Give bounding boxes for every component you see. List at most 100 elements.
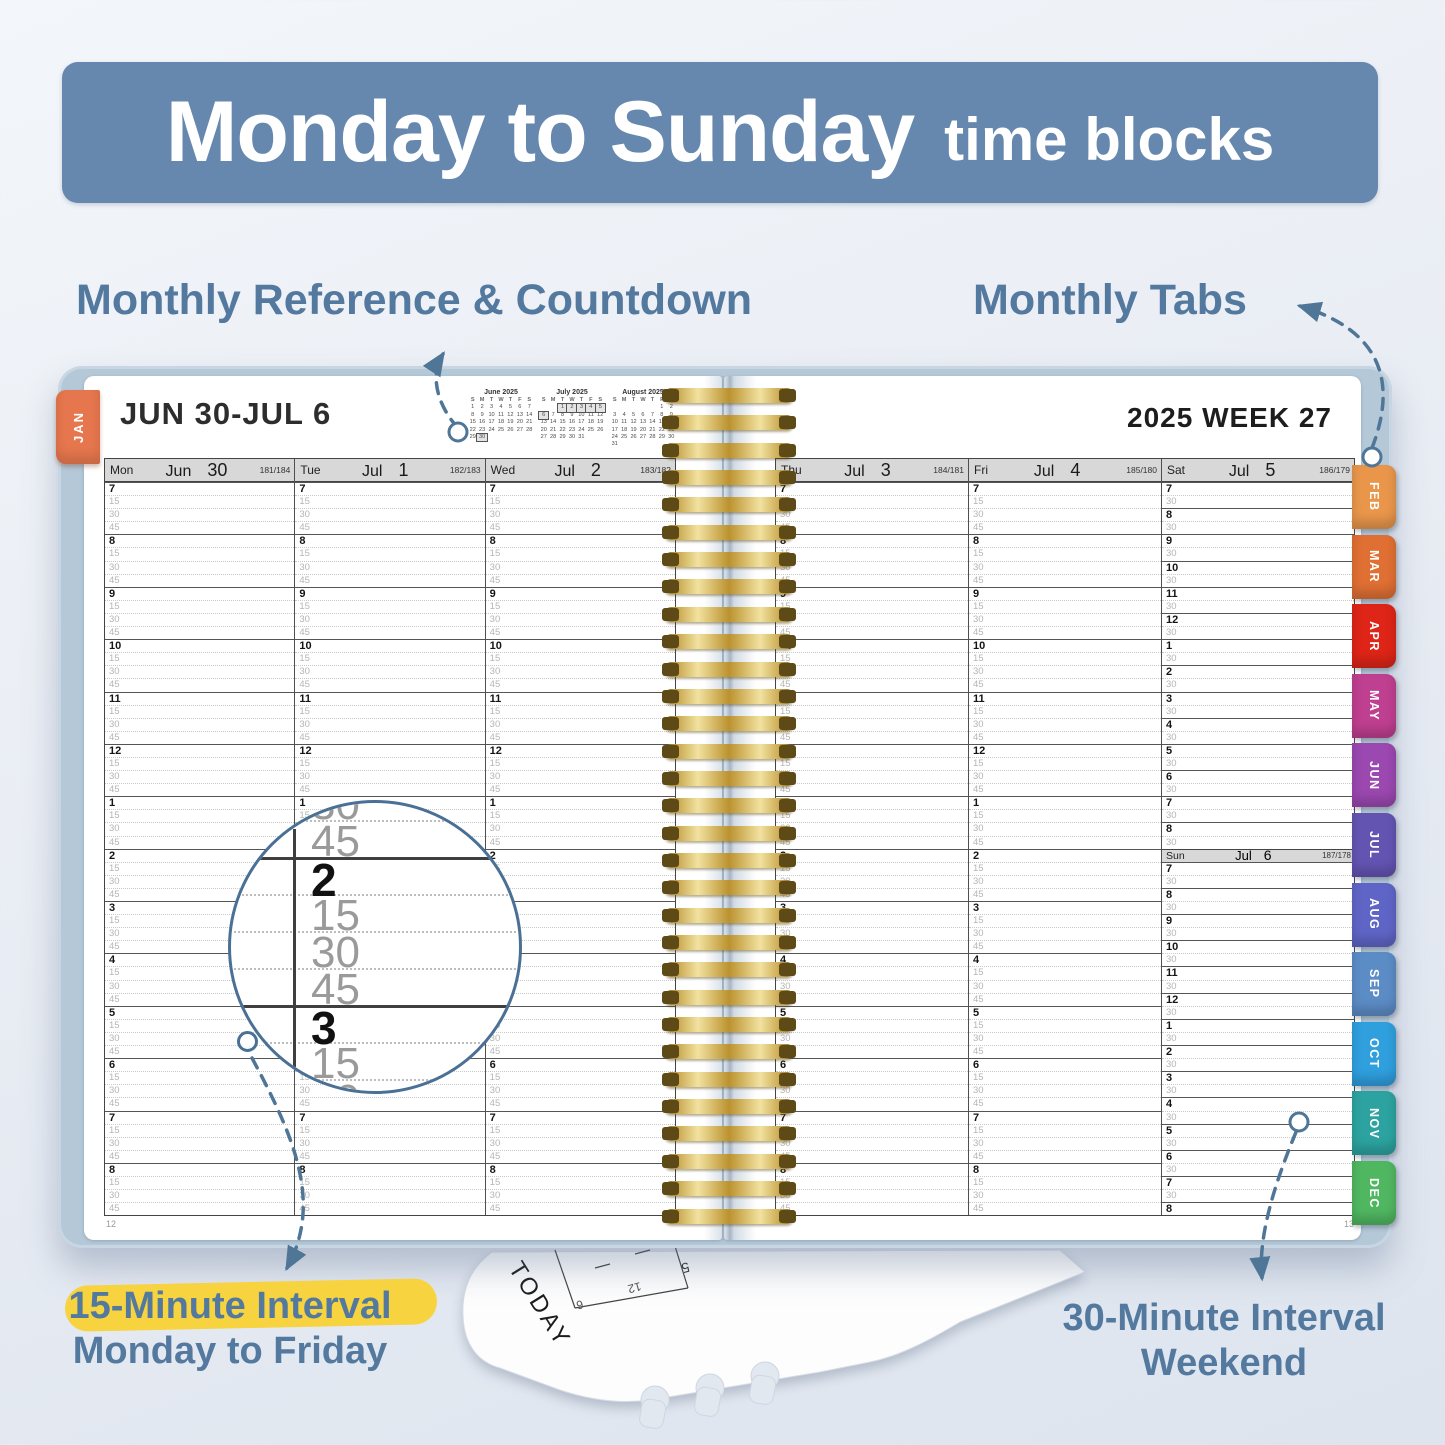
mc-day: 15 <box>657 419 666 426</box>
mc-day: 2 <box>669 404 673 411</box>
mc-day: 19 <box>630 426 637 433</box>
spiral-coil <box>662 388 796 403</box>
interval-row: 15 <box>105 966 295 979</box>
hour-row: 8 <box>105 1162 295 1176</box>
magnified-interval-row: 45 <box>231 820 519 864</box>
day-column-header-thu: Thu Jul 3 184/181 <box>776 459 968 482</box>
abbr: Tue <box>300 463 321 477</box>
interval-row: 15 <box>105 1123 295 1137</box>
dow: S <box>598 397 603 403</box>
interval-row: 15 <box>776 1018 968 1032</box>
hour-row: 9 <box>1162 914 1354 927</box>
spiral-coil <box>662 716 796 732</box>
mc-day: 31 <box>578 434 585 441</box>
interval-row: 30 <box>969 665 1161 678</box>
interval-row: 45 <box>969 1097 1161 1110</box>
interval-row: 30 <box>295 560 485 574</box>
interval-row: 15 <box>776 966 968 979</box>
interval-row: 15 <box>295 495 485 508</box>
day-column-fri: Fri Jul 4 185/180 7 15 30 45 8 15 30 45 9 15 30 45 10 15 3… <box>968 459 1161 1215</box>
cd: 183/182 <box>640 465 671 475</box>
mc-day: 11 <box>621 419 628 426</box>
spiral-coil <box>662 524 796 540</box>
hour-row: 11 <box>485 691 675 705</box>
interval-row: 15 <box>776 861 968 875</box>
interval-row: 30 <box>1162 874 1354 888</box>
interval-row: 30 <box>105 1136 295 1150</box>
monthly-tabs: FEB MAR APR MAY JUN JUL AUG SEP OCT NOV DEC <box>1352 465 1398 1247</box>
mc-day: 8 <box>471 411 475 418</box>
interval-row: 30 <box>1162 1189 1354 1202</box>
interval-row: 30 <box>1162 547 1354 560</box>
spiral-coil <box>662 1099 796 1115</box>
interval-row: 45 <box>485 573 675 587</box>
interval-row: 15 <box>776 1175 968 1189</box>
hour-row: 7 <box>776 482 968 495</box>
interval-row: 15 <box>485 547 675 560</box>
interval-row: 30 <box>1162 704 1354 718</box>
interval-row: 30 <box>776 1084 968 1097</box>
mc-day <box>610 404 619 411</box>
interval-row: 30 <box>1162 1084 1354 1097</box>
mc-day: 10 <box>488 411 495 418</box>
hour-row: 7 <box>1162 861 1354 875</box>
callout-30-minute-title: 30-Minute Interval <box>1062 1297 1386 1339</box>
interval-row: 30 <box>776 1031 968 1045</box>
cd: 187/178 <box>1322 851 1351 861</box>
interval-row: 45 <box>105 1202 295 1215</box>
interval-row: 45 <box>485 1045 675 1058</box>
interval-row: 30 <box>485 770 675 783</box>
mc-day: 21 <box>649 426 656 433</box>
mc-day: 17 <box>488 419 495 426</box>
interval-row: 30 <box>485 612 675 626</box>
mc-day: 12 <box>630 419 637 426</box>
interval-row: 45 <box>295 573 485 587</box>
mc-day: 30 <box>668 434 675 441</box>
mc-day: 25 <box>497 426 505 433</box>
interval-row: 30 <box>1162 652 1354 665</box>
mc-day: 21 <box>526 419 533 426</box>
mc-day: 6 <box>641 411 645 418</box>
mc-day: 16 <box>479 419 486 426</box>
interval-row: 45 <box>969 940 1161 953</box>
mc-day: 18 <box>497 419 505 426</box>
hour-row: 6 <box>776 1058 968 1071</box>
interval-row: 30 <box>776 508 968 521</box>
tab-feb: FEB <box>1352 465 1396 529</box>
interval-row: 45 <box>776 835 968 849</box>
right-week-grid: ThuJul3184/18171530458153045915304510153… <box>775 458 1355 1216</box>
mc-day: 2 <box>480 404 484 411</box>
hour-row: 9 <box>295 586 485 600</box>
mc-day: 27 <box>540 434 547 441</box>
hour-row: 2 <box>485 848 675 862</box>
mon: Jul <box>1235 847 1252 863</box>
interval-row: 15 <box>485 1123 675 1137</box>
day-column-weekend: Sat Jul 5 186/179 7 30 8 30 9 30 10 30 11 30 12 30 1 30 2 3… <box>1161 459 1354 1215</box>
dnum: 6 <box>1263 846 1272 863</box>
interval-row: 15 <box>969 914 1161 927</box>
interval-row: 45 <box>485 626 675 639</box>
cd: 182/183 <box>449 465 481 475</box>
mc-day: 20 <box>540 426 547 433</box>
mc-day: 1 <box>556 403 569 413</box>
interval-row: 15 <box>485 599 675 613</box>
dow: T <box>650 397 655 403</box>
interval-row: 45 <box>969 887 1161 901</box>
hour-row: 7 <box>295 482 485 495</box>
interval-row: 30 <box>969 1031 1161 1045</box>
dow: T <box>508 397 513 403</box>
spiral-coil <box>662 1153 796 1169</box>
interval-row: 45 <box>776 940 968 953</box>
abbr: Sun <box>1166 849 1185 862</box>
hour-row: 7 <box>105 482 295 495</box>
interval-row: 30 <box>485 717 675 731</box>
mid: Jul 1 <box>321 460 450 481</box>
mc-day: 8 <box>660 411 664 418</box>
interval-row: 30 <box>776 612 968 626</box>
tab-jan: JAN <box>56 390 100 464</box>
today-ruler-body <box>462 1249 1086 1402</box>
interval-row: 30 <box>105 874 295 888</box>
interval-row: 30 <box>1162 1136 1354 1150</box>
interval-row: 45 <box>295 1202 485 1215</box>
